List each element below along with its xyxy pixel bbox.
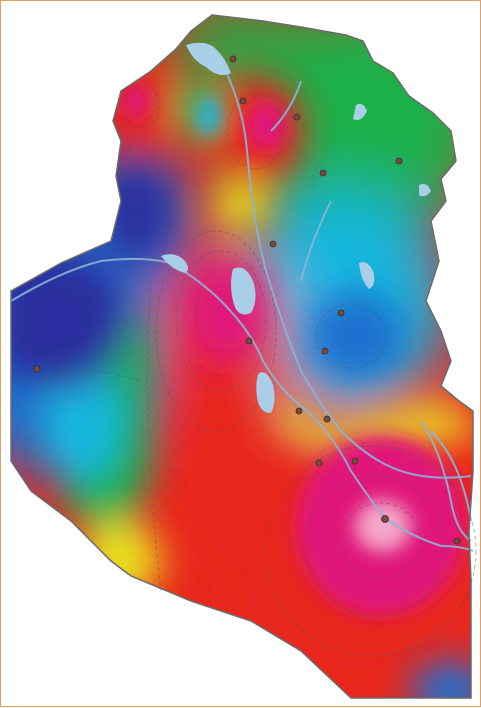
station-point — [381, 515, 389, 523]
station-point — [323, 415, 331, 423]
rivers — [10, 60, 474, 552]
lakes — [161, 42, 431, 413]
station-point — [395, 157, 403, 165]
station-point — [293, 113, 301, 121]
station-point — [239, 97, 247, 105]
station-point — [229, 55, 237, 63]
station-point — [245, 337, 253, 345]
station-point — [453, 537, 461, 545]
station-markers — [33, 55, 461, 545]
contour-lines — [40, 83, 477, 657]
station-point — [295, 407, 303, 415]
station-point — [269, 240, 277, 248]
station-point — [321, 347, 329, 355]
station-point — [351, 457, 359, 465]
station-point — [337, 309, 345, 317]
country-outline — [10, 14, 474, 699]
station-point — [33, 365, 41, 373]
station-point — [319, 169, 327, 177]
station-point — [315, 459, 323, 467]
